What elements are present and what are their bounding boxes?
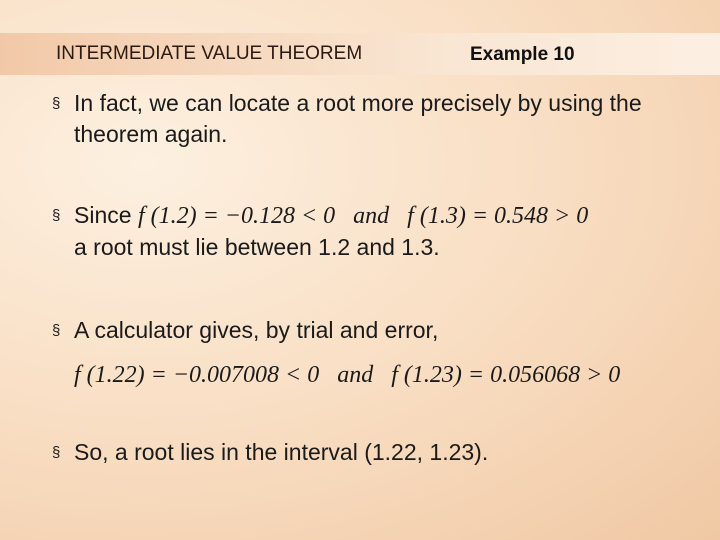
- bullet-text: So, a root lies in the interval (1.22, 1…: [74, 439, 489, 465]
- bullet: § So, a root lies in the interval (1.22, …: [52, 437, 682, 468]
- bullet-text: Since: [74, 202, 132, 228]
- title-band: [0, 33, 720, 75]
- formula: f (1.2) = −0.128 < 0 and f (1.3) = 0.548…: [137, 203, 589, 229]
- bullet: § A calculator gives, by trial and error,…: [52, 315, 682, 391]
- title: INTERMEDIATE VALUE THEOREM: [56, 43, 363, 64]
- bullet: § In fact, we can locate a root more prec…: [52, 88, 682, 150]
- bullet-text: In fact, we can locate a root more preci…: [74, 90, 642, 147]
- formula: f (1.22) = −0.007008 < 0 and f (1.23) = …: [74, 362, 621, 388]
- bullet-text: A calculator gives, by trial and error,: [74, 317, 439, 343]
- subtitle: Example 10: [470, 44, 575, 65]
- bullet: § Since f (1.2) = −0.128 < 0 and f (1.3) …: [52, 202, 589, 260]
- bullet-text: a root must lie between 1.2 and 1.3.: [74, 234, 440, 260]
